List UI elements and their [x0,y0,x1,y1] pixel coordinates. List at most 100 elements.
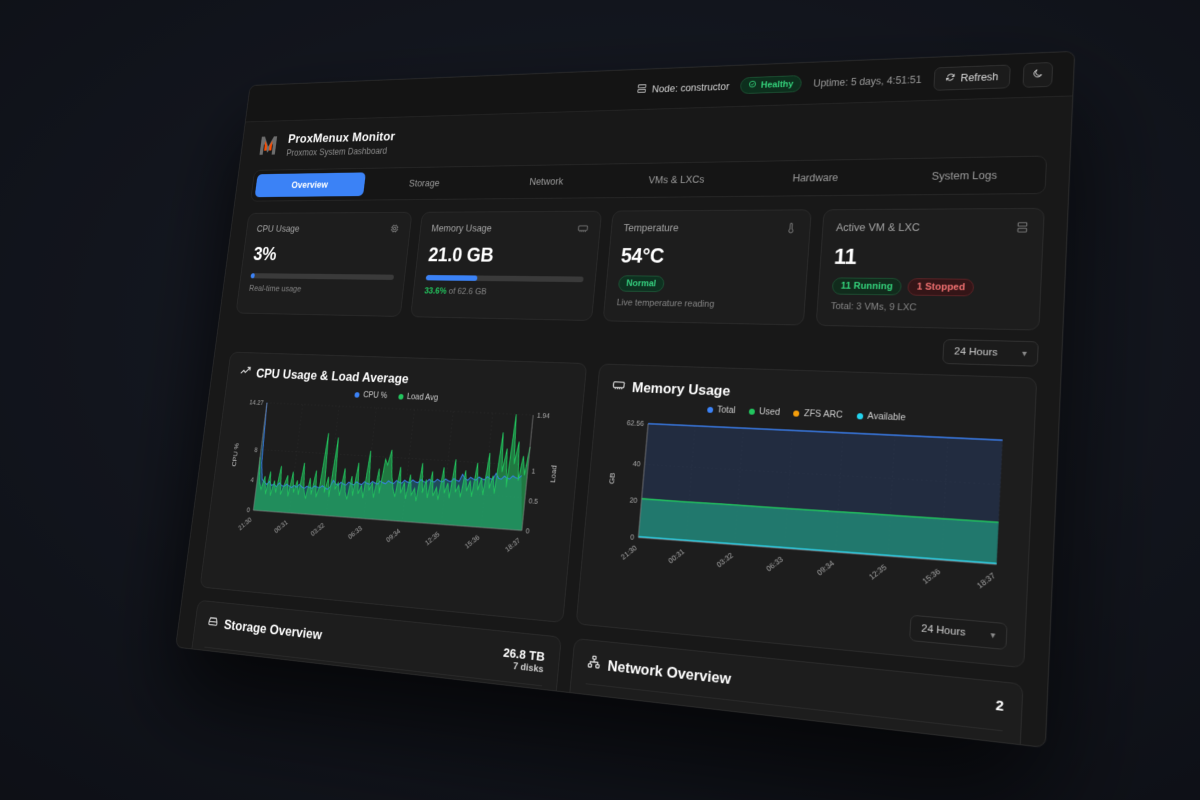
legend-label-cpu: CPU % [362,390,388,401]
proxmenux-m-logo [256,133,281,158]
temperature-status-badge: Normal [617,275,665,293]
svg-text:03:32: 03:32 [716,552,735,570]
page-subtitle: Proxmox System Dashboard [285,145,388,158]
network-active-interfaces-label: Active Interfaces: [583,692,661,715]
legend-dot-available [856,412,864,420]
theme-toggle-button[interactable] [1022,62,1054,88]
svg-text:18:37: 18:37 [976,572,998,591]
network-interface-badge[interactable]: vmbr0 [580,715,628,742]
chevron-down-icon: ▾ [990,629,996,641]
time-range-select-mid[interactable]: 24 Hours ▾ [909,614,1008,651]
server-stack-icon [1015,221,1029,238]
refresh-label: Refresh [960,70,999,84]
memory-chart-panel: Memory Usage Total Used ZFS ARC [575,363,1038,669]
time-range-value-mid: 24 Hours [920,623,966,639]
network-active-interfaces-value: 2 [995,697,1005,715]
storage-title-row: Storage Overview [207,614,323,643]
moon-icon [1032,68,1044,81]
cpu-usage-note: Real-time usage [248,284,302,294]
cpu-usage-card: CPU Usage 3% Real-time usage [235,211,413,317]
storage-physical-disks-label: Physical Disks: [199,674,255,693]
time-range-select-top[interactable]: 24 Hours ▾ [942,339,1039,367]
memory-usage-percent: 33.6% [423,286,448,297]
legend-total: Total [706,404,736,416]
trending-up-icon [239,365,251,381]
legend-dot-load [398,393,404,400]
tab-network[interactable]: Network [528,175,564,188]
memory-usage-bar [425,274,584,283]
health-label: Healthy [760,79,794,90]
legend-label-load: Load Avg [406,391,439,403]
tab-hardware[interactable]: Hardware [792,171,839,184]
legend-label-available: Available [867,410,906,424]
memory-icon [612,378,626,396]
legend-label-used: Used [758,406,781,418]
network-icon [587,654,602,674]
svg-text:1: 1 [531,468,536,475]
memory-plot: 0 20 40 62.56 21:30 00:31 03:32 06:33 09:34 12:35… [595,414,1016,614]
tab-overview[interactable]: Overview [254,172,367,198]
tab-storage[interactable]: Storage [408,177,441,189]
svg-text:06:33: 06:33 [347,525,363,541]
check-circle-icon [748,80,757,91]
memory-chart-title: Memory Usage [631,379,731,399]
stat-card-row: CPU Usage 3% Real-time usage Memory Usag… [235,207,1045,331]
svg-text:4: 4 [250,477,254,484]
memory-usage-label: Memory Usage [430,222,493,234]
svg-text:1.94: 1.94 [537,413,551,421]
cpu-usage-bar [250,273,395,280]
tab-system-logs[interactable]: System Logs [931,169,998,183]
svg-text:CPU %: CPU % [230,442,241,466]
chevron-down-icon: ▾ [1021,348,1028,359]
temperature-value: 54°C [619,244,665,268]
refresh-button[interactable]: Refresh [933,64,1011,91]
dashboard-window: Node: constructor Healthy Uptime: 5 days… [175,50,1076,749]
temperature-card: Temperature 54°C Normal Live temperature… [602,209,812,326]
memory-usage-value: 21.0 GB [427,244,495,267]
hard-drive-icon [207,614,220,632]
network-title: Network Overview [606,656,732,688]
legend-dot-cpu [354,391,361,398]
legend-zfs-arc: ZFS ARC [793,408,843,421]
memory-icon [577,223,589,238]
legend-cpu-percent: CPU % [354,390,388,401]
legend-available: Available [856,410,906,424]
cpu-load-plot: 0 4 8 14.27 0 0.5 1 1.94 21:30 00:31 03:32 06:33 09:… [218,397,568,575]
uptime-label: Uptime: 5 days, 4:51:51 [812,73,922,89]
legend-label-zfs: ZFS ARC [803,408,843,421]
memory-usage-card: Memory Usage 21.0 GB 33.6% of 62.6 GB [410,210,603,321]
active-vm-lxc-value: 11 [833,245,858,270]
page-title: ProxMenux Monitor [287,129,396,146]
legend-used: Used [748,406,781,418]
legend-dot-total [706,406,714,413]
temperature-note: Live temperature reading [616,297,715,310]
cpu-load-chart-panel: CPU Usage & Load Average CPU % Load Avg … [199,351,588,623]
svg-text:06:33: 06:33 [765,555,785,573]
storage-title: Storage Overview [223,616,323,643]
legend-label-total: Total [716,404,736,416]
svg-text:00:31: 00:31 [667,548,686,566]
svg-text:0: 0 [525,528,530,536]
node-indicator: Node: constructor [636,80,730,96]
svg-text:62.56: 62.56 [626,420,644,428]
tab-vms-lxcs[interactable]: VMs & LXCs [648,173,705,186]
svg-text:12:35: 12:35 [868,563,889,581]
legend-dot-zfs [793,409,800,417]
memory-usage-note: 33.6% of 62.6 GB [424,286,583,298]
svg-text:21:30: 21:30 [238,516,254,532]
legend-load-avg: Load Avg [398,392,439,403]
storage-total-capacity-label: Total Capacity: [201,655,256,673]
svg-text:09:34: 09:34 [385,528,402,544]
svg-text:GB: GB [607,472,617,484]
vm-total-note: Total: 3 VMs, 9 LXC [830,301,917,314]
svg-text:21:30: 21:30 [620,544,639,561]
svg-text:00:31: 00:31 [273,519,289,535]
svg-text:20: 20 [629,497,638,505]
svg-text:15:36: 15:36 [464,534,481,551]
svg-text:12:35: 12:35 [424,531,441,548]
svg-text:0.5: 0.5 [528,498,538,506]
vm-stopped-badge: 1 Stopped [907,278,975,297]
refresh-icon [945,72,955,84]
temperature-label: Temperature [623,222,680,234]
